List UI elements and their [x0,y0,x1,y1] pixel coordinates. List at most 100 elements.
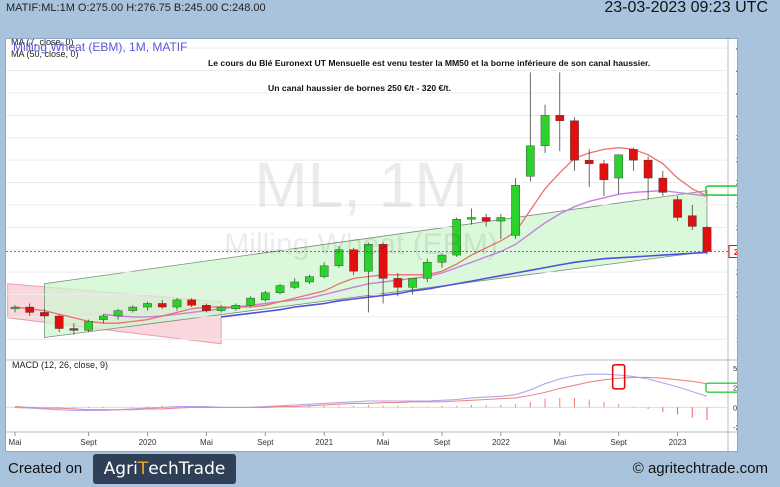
macd-level-highlight [705,382,737,393]
candle-body [143,303,152,308]
candle-body [629,149,638,161]
price-tick-label: 375.00 [736,134,737,143]
candle-body [260,292,270,301]
candle-body [231,305,241,310]
macd-tick-label: 25.0000 [733,384,737,393]
symbol-ohlc-line: MATIF:ML:1M O:275.00 H:276.75 B:245.00 C… [6,2,266,14]
price-tick-label: 200.00 [736,291,737,300]
candle-body [319,265,329,277]
time-tick-label: Sept [257,438,274,447]
logo-text-t: T [137,459,149,479]
price-tick-label: 300.00 [736,201,737,210]
candle-body [555,115,565,121]
watermark-small: Milling Wheat (EBM) [224,228,497,261]
legend-ma7: MA (7, close, 0) [11,39,74,47]
time-tick-label: 2021 [315,438,333,447]
macd-signal-line [14,376,708,411]
macd-tick-label: 0.0000 [733,403,737,412]
time-tick-label: Mai [377,438,390,447]
candle-body [99,315,108,320]
logo-text-a: Agri [103,459,138,479]
chart-svg[interactable]: ML, 1M Milling Wheat (EBM) MA (7, close,… [6,39,737,451]
candle-body [393,278,403,288]
price-tick-label: 350.00 [736,156,737,165]
macd-tick-label: 50.0000 [733,364,737,373]
candle-body [570,120,579,161]
candle-body [687,215,697,227]
candle-body [481,217,491,222]
time-tick-label: Mai [553,438,566,447]
legend-title: Milling Wheat (EBM), 1M, MATIF [13,40,187,54]
current-price-tag [728,245,737,259]
candle-body [128,306,138,311]
channel-top-highlight [705,185,737,196]
ma7-line [14,146,708,324]
time-tick-label: Mai [9,438,22,447]
macd-label: MACD (12, 26, close, 9) [12,360,108,370]
candle-body [422,262,432,279]
legend-ma50: MA (50, close, 0) [11,49,79,59]
candle-body [54,315,64,329]
time-tick-label: Sept [434,438,451,447]
macd-cross-highlight [611,363,626,390]
datetime-stamp: 23-03-2023 09:23 UTC [604,0,768,16]
time-tick-label: 2023 [669,438,687,447]
candle-body [673,199,682,218]
price-tick-label: 150.00 [736,335,737,344]
price-tick-label: 225.00 [736,268,737,277]
copyright-link[interactable]: © agritechtrade.com [632,460,768,477]
macd-tick-label: -25.0000 [733,423,737,432]
candle-body [202,305,211,311]
price-tick-label: 325.00 [736,179,737,188]
top-bar: MATIF:ML:1M O:275.00 H:276.75 B:245.00 C… [0,0,780,18]
candle-body [378,244,388,279]
candle-body [172,299,182,308]
time-tick-label: 2020 [139,438,157,447]
candle-body [467,217,476,220]
annotation-line-1: Le cours du Blé Euronext UT Mensuelle es… [208,58,650,68]
price-tick-label: 425.00 [736,89,737,98]
ma50-line [221,251,708,318]
candle-body [305,276,314,283]
candle-body [216,306,226,311]
price-tick-label: 450.00 [736,67,737,76]
candle-body [84,321,93,331]
watermark-big: ML, 1M [254,149,467,221]
price-tick-label: 175.00 [736,313,737,322]
time-tick-label: Sept [80,438,97,447]
candle-body [584,159,594,164]
current-price-label: 248.00 [734,248,737,257]
candle-body [290,281,300,288]
candle-body [349,249,358,272]
time-tick-label: 2022 [492,438,510,447]
time-tick-label: Sept [610,438,627,447]
candle-body [599,163,609,181]
candle-body [187,299,197,306]
candle-body [496,217,506,222]
price-tick-label: 275.00 [736,223,737,232]
candle-body [437,254,447,263]
candle-body [540,115,550,147]
candle-body [364,244,373,272]
candle-body [246,297,255,306]
ma20-line [103,189,708,318]
candle-body [69,328,79,331]
candle-body [511,185,520,236]
candle-body [157,303,167,308]
candle-body [113,310,123,317]
candle-body [334,249,344,267]
candle-body [702,227,712,252]
price-tick-label: 400.00 [736,111,737,120]
candle-body [614,154,623,179]
candle-body [658,177,668,193]
chart-frame[interactable]: ML, 1M Milling Wheat (EBM) MA (7, close,… [5,38,738,452]
candle-body [275,285,285,293]
candle-body [10,306,20,310]
candle-body [452,219,462,256]
candle-body [643,159,653,179]
time-tick-label: Mai [200,438,213,447]
candle-body [408,278,417,288]
macd-line [14,373,708,412]
